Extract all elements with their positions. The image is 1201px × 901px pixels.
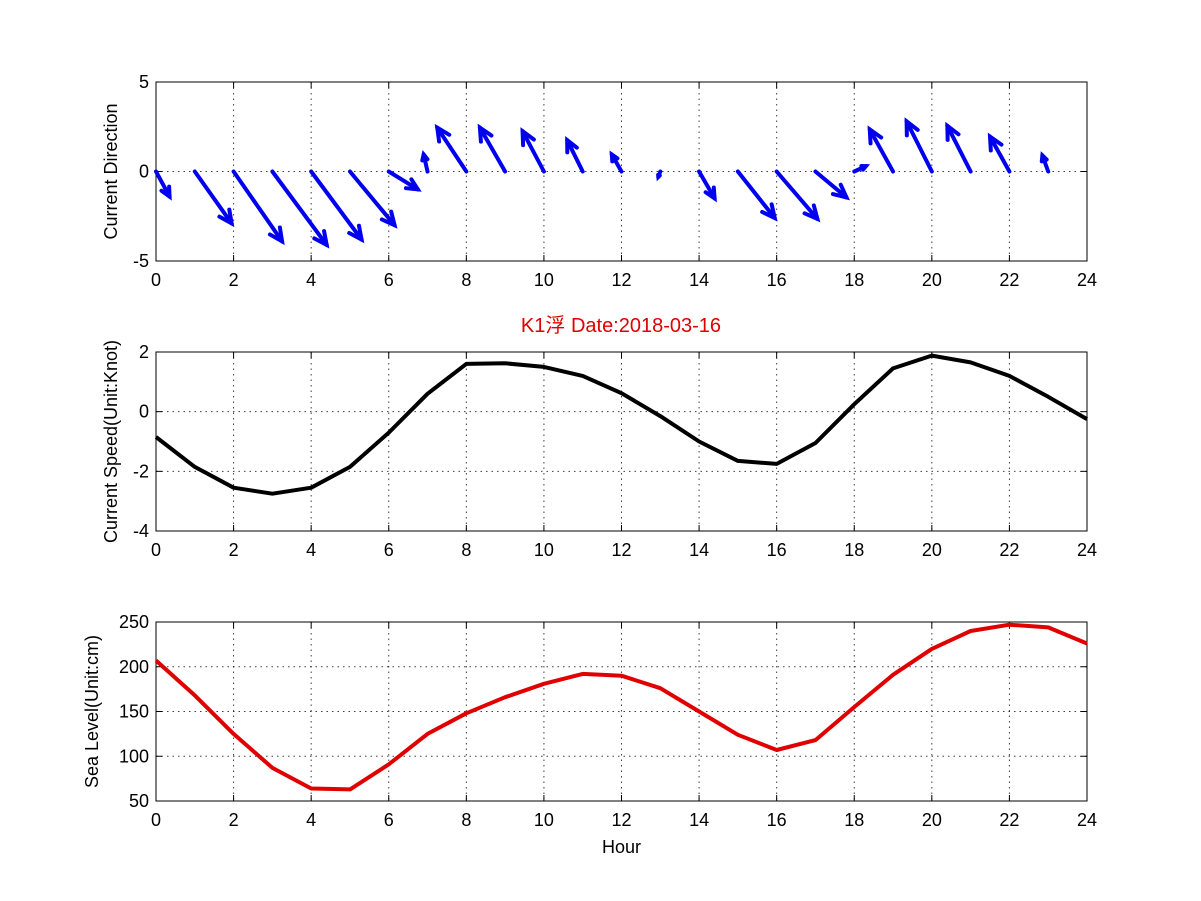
y-tick-label: 100 — [119, 746, 149, 766]
y-tick-label: 0 — [139, 402, 149, 422]
x-tick-label: 12 — [611, 540, 631, 560]
x-tick-label: 2 — [229, 540, 239, 560]
current-arrow — [434, 123, 469, 174]
y-tick-label: 2 — [139, 342, 149, 362]
current-arrow — [192, 169, 235, 228]
x-tick-label: 22 — [999, 540, 1019, 560]
x-tick-label: 20 — [922, 270, 942, 290]
current-arrow — [347, 169, 398, 229]
x-tick-label: 12 — [611, 810, 631, 830]
x-tick-label: 2 — [229, 270, 239, 290]
y-tick-label: -5 — [133, 251, 149, 271]
y-axis-label: Current Speed(Unit:Knot) — [101, 340, 121, 543]
current-arrow — [154, 169, 172, 201]
current-arrow — [987, 132, 1012, 174]
x-tick-label: 14 — [689, 810, 709, 830]
x-tick-label: 0 — [151, 270, 161, 290]
y-tick-label: -2 — [133, 461, 149, 481]
x-tick-label: 6 — [384, 270, 394, 290]
y-tick-label: 50 — [129, 791, 149, 811]
y-tick-label: -4 — [133, 521, 149, 541]
y-tick-label: 0 — [139, 162, 149, 182]
x-tick-label: 24 — [1077, 810, 1097, 830]
current-arrow — [231, 169, 285, 246]
current-arrow — [656, 169, 663, 182]
x-tick-label: 8 — [461, 270, 471, 290]
current-arrow — [813, 169, 851, 201]
x-tick-label: 10 — [534, 540, 554, 560]
x-tick-label: 6 — [384, 810, 394, 830]
current-arrow — [420, 150, 430, 174]
current-arrow — [904, 117, 934, 174]
current-arrow — [867, 125, 896, 174]
x-tick-label: 0 — [151, 540, 161, 560]
current-arrow — [309, 169, 365, 244]
current-arrow — [697, 169, 717, 203]
y-axis-label: Sea Level(Unit:cm) — [82, 635, 102, 788]
current-arrow — [386, 169, 422, 192]
x-tick-label: 4 — [306, 270, 316, 290]
x-tick-label: 16 — [767, 810, 787, 830]
current-arrow — [852, 164, 871, 174]
current-arrow — [774, 169, 821, 223]
x-tick-label: 22 — [999, 810, 1019, 830]
x-tick-label: 24 — [1077, 270, 1097, 290]
series-line — [154, 622, 1088, 792]
y-tick-label: 250 — [119, 612, 149, 632]
current-arrow — [609, 150, 624, 174]
x-tick-label: 16 — [767, 540, 787, 560]
y-axis-label: Current Direction — [101, 103, 121, 239]
x-tick-label: 24 — [1077, 540, 1097, 560]
current-arrow — [1039, 151, 1051, 174]
x-tick-label: 18 — [844, 810, 864, 830]
x-tick-label: 18 — [844, 540, 864, 560]
series-line — [154, 353, 1088, 496]
y-tick-label: 200 — [119, 657, 149, 677]
x-tick-label: 10 — [534, 270, 554, 290]
x-tick-label: 18 — [844, 270, 864, 290]
figure-title: K1浮 Date:2018-03-16 — [521, 314, 721, 337]
y-tick-label: 5 — [139, 72, 149, 92]
y-tick-label: 150 — [119, 702, 149, 722]
x-tick-label: 12 — [611, 270, 631, 290]
x-tick-label: 20 — [922, 540, 942, 560]
current-arrow — [565, 136, 585, 174]
x-tick-label: 14 — [689, 540, 709, 560]
current-arrow — [945, 121, 973, 174]
x-tick-label: 0 — [151, 810, 161, 830]
x-tick-label: 4 — [306, 810, 316, 830]
x-tick-label: 8 — [461, 540, 471, 560]
x-tick-label: 16 — [767, 270, 787, 290]
x-axis-label: Hour — [602, 837, 641, 857]
x-tick-label: 20 — [922, 810, 942, 830]
current-arrow — [520, 127, 546, 174]
current-arrow — [477, 123, 508, 174]
x-tick-label: 6 — [384, 540, 394, 560]
x-tick-label: 10 — [534, 810, 554, 830]
x-tick-label: 14 — [689, 270, 709, 290]
x-tick-label: 22 — [999, 270, 1019, 290]
current-arrow — [735, 169, 778, 222]
x-tick-label: 8 — [461, 810, 471, 830]
x-tick-label: 2 — [229, 810, 239, 830]
x-tick-label: 4 — [306, 540, 316, 560]
current-arrow — [270, 169, 330, 249]
